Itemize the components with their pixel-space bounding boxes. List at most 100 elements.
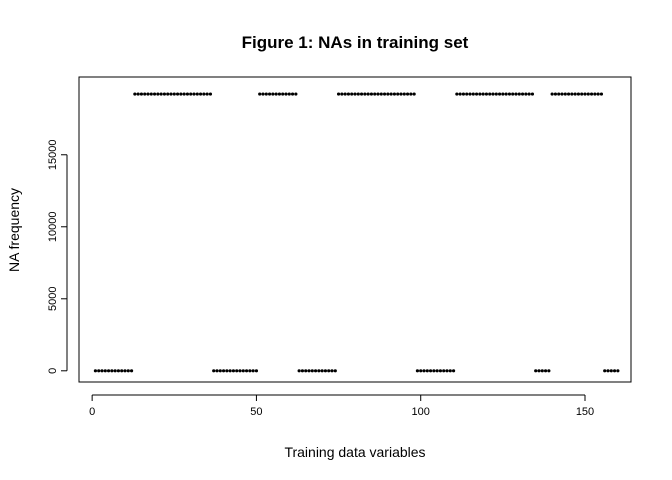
data-point bbox=[284, 92, 288, 96]
data-point bbox=[106, 369, 111, 373]
data-point bbox=[573, 92, 577, 96]
data-point bbox=[205, 92, 209, 96]
y-axis-label: NA frequency bbox=[6, 188, 22, 272]
data-point bbox=[208, 92, 213, 96]
data-point bbox=[274, 92, 278, 96]
data-point bbox=[465, 92, 469, 96]
data-point bbox=[547, 369, 551, 373]
x-axis-label: Training data variables bbox=[284, 444, 425, 460]
data-point bbox=[212, 369, 216, 373]
data-point bbox=[254, 369, 259, 373]
data-point bbox=[313, 369, 318, 373]
data-point bbox=[461, 92, 466, 96]
data-point bbox=[120, 369, 124, 373]
data-point bbox=[304, 369, 308, 373]
data-point bbox=[258, 92, 262, 96]
data-point bbox=[481, 92, 485, 96]
data-point bbox=[593, 92, 597, 96]
data-point bbox=[267, 92, 272, 96]
data-point bbox=[455, 92, 459, 96]
data-point bbox=[297, 369, 301, 373]
data-point bbox=[409, 92, 413, 96]
data-point bbox=[369, 92, 374, 96]
data-point bbox=[468, 92, 472, 96]
data-point bbox=[287, 92, 291, 96]
data-point bbox=[402, 92, 406, 96]
data-point bbox=[425, 369, 429, 373]
data-point bbox=[146, 92, 150, 96]
data-point bbox=[501, 92, 505, 96]
data-point bbox=[405, 92, 410, 96]
data-point bbox=[435, 369, 439, 373]
data-point bbox=[534, 369, 538, 373]
data-point bbox=[422, 369, 426, 373]
data-point bbox=[330, 369, 334, 373]
data-point bbox=[530, 92, 535, 96]
data-point bbox=[320, 369, 324, 373]
data-point bbox=[300, 369, 305, 373]
data-point bbox=[97, 369, 101, 373]
data-point bbox=[356, 92, 360, 96]
data-point bbox=[392, 92, 397, 96]
data-point bbox=[386, 92, 390, 96]
data-point bbox=[185, 92, 190, 96]
data-point bbox=[244, 369, 249, 373]
data-point bbox=[198, 92, 203, 96]
data-point bbox=[225, 369, 229, 373]
data-point bbox=[494, 92, 498, 96]
data-point bbox=[366, 92, 370, 96]
data-point bbox=[333, 369, 337, 373]
data-point bbox=[152, 92, 157, 96]
data-point bbox=[133, 92, 137, 96]
data-point bbox=[517, 92, 521, 96]
data-point bbox=[497, 92, 502, 96]
data-point bbox=[238, 369, 242, 373]
y-tick-label: 10000 bbox=[47, 211, 59, 242]
data-point bbox=[277, 92, 282, 96]
data-point bbox=[162, 92, 167, 96]
data-point bbox=[432, 369, 436, 373]
data-point bbox=[428, 369, 433, 373]
data-point bbox=[143, 92, 147, 96]
data-point bbox=[166, 92, 170, 96]
data-point bbox=[215, 369, 219, 373]
data-point bbox=[543, 369, 548, 373]
data-point bbox=[471, 92, 475, 96]
data-points bbox=[93, 92, 620, 373]
data-point bbox=[514, 92, 518, 96]
data-point bbox=[389, 92, 393, 96]
data-point bbox=[511, 92, 515, 96]
data-point bbox=[504, 92, 508, 96]
data-point bbox=[484, 92, 489, 96]
data-point bbox=[235, 369, 239, 373]
data-point bbox=[113, 369, 117, 373]
data-point bbox=[412, 92, 416, 96]
data-point bbox=[251, 369, 255, 373]
x-tick-label: 150 bbox=[576, 406, 594, 418]
data-point bbox=[563, 92, 567, 96]
data-point bbox=[169, 92, 173, 96]
data-point bbox=[189, 92, 193, 96]
data-point bbox=[537, 369, 541, 373]
x-tick-label: 50 bbox=[250, 406, 262, 418]
data-point bbox=[261, 92, 265, 96]
data-point bbox=[93, 369, 98, 373]
data-point bbox=[179, 92, 183, 96]
chart-title: Figure 1: NAs in training set bbox=[242, 33, 469, 52]
y-tick-label: 15000 bbox=[47, 139, 59, 170]
data-point bbox=[415, 369, 420, 373]
data-point bbox=[553, 92, 558, 96]
data-point bbox=[294, 92, 298, 96]
x-tick-label: 0 bbox=[89, 406, 95, 418]
data-point bbox=[231, 369, 236, 373]
data-point bbox=[507, 92, 512, 96]
data-point bbox=[596, 92, 600, 96]
data-point bbox=[346, 92, 351, 96]
data-point bbox=[317, 369, 321, 373]
data-point bbox=[570, 92, 574, 96]
data-point bbox=[474, 92, 479, 96]
data-point bbox=[126, 369, 130, 373]
data-point bbox=[192, 92, 196, 96]
data-point bbox=[195, 92, 199, 96]
data-point bbox=[271, 92, 275, 96]
